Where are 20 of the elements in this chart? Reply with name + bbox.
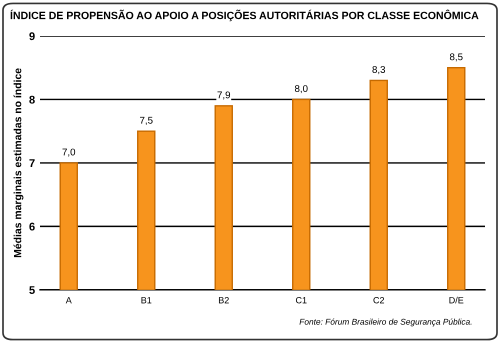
data-label: 8,3 — [372, 66, 386, 74]
y-tick-label: 9 — [29, 32, 35, 40]
x-tick-label: B1 — [141, 297, 152, 304]
y-axis-title: Médias marginais estimadas no índice — [14, 68, 24, 258]
source-note: Fonte: Fórum Brasileiro de Segurança Pública. — [300, 318, 472, 326]
data-label: 8,5 — [450, 53, 463, 62]
y-tick-label: 5 — [29, 286, 35, 294]
chart-title: ÍNDICE DE PROPENSÃO AO APOIO A POSIÇÕES AUTORITÁRIAS POR CLASSE ECONÔMICA — [10, 10, 478, 22]
data-label: 8,0 — [294, 85, 308, 94]
data-label: 7,0 — [62, 148, 76, 157]
x-tick-label: B2 — [218, 297, 229, 304]
x-tick-label: C2 — [373, 297, 384, 304]
y-tick-label: 8 — [29, 96, 35, 104]
data-label: 7,9 — [217, 91, 230, 100]
x-tick-label: D/E — [449, 296, 464, 304]
x-tick-label: A — [66, 297, 72, 304]
y-tick-label: 6 — [29, 222, 35, 231]
data-label: 7,5 — [140, 116, 153, 125]
x-tick-label: C1 — [296, 297, 307, 304]
y-tick-label: 7 — [29, 159, 35, 167]
